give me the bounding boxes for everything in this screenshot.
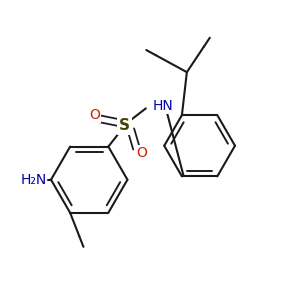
- Text: O: O: [136, 146, 147, 160]
- Text: HN: HN: [153, 99, 174, 113]
- Text: H₂N: H₂N: [21, 173, 47, 187]
- Text: S: S: [119, 118, 130, 134]
- Text: O: O: [90, 108, 100, 122]
